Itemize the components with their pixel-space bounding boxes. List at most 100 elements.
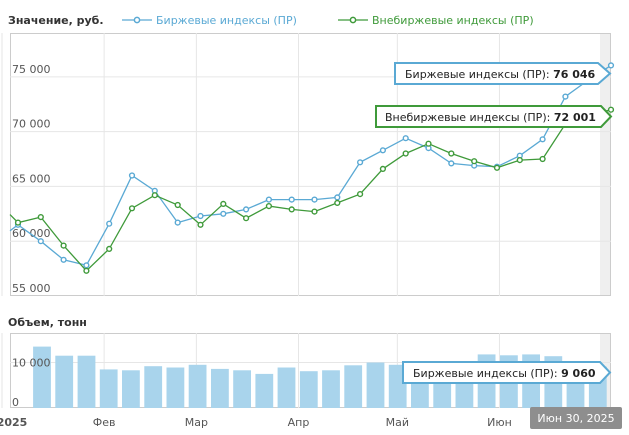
volume-bar [77, 355, 96, 408]
volume-y-tick-label: 10 000 [12, 357, 51, 370]
exchange-series-point [562, 93, 569, 100]
legend-exchange[interactable]: Биржевые индексы (ПР) [122, 14, 297, 27]
exchange-series-point [265, 196, 273, 203]
otc-series-point [402, 150, 409, 157]
volume-bar [33, 346, 51, 408]
volume-bar [255, 373, 274, 408]
exchange-series-point [448, 160, 455, 167]
tooltip-volume-value: 9 060 [561, 367, 596, 380]
tooltip-volume: Биржевые индексы (ПР): 9 060 [402, 361, 612, 384]
date-badge: Июн 30, 2025 [530, 407, 622, 429]
exchange-series-point [311, 196, 318, 203]
date-badge-box [530, 407, 622, 429]
otc-series-point [197, 221, 204, 228]
otc-series-point [14, 219, 22, 226]
tooltip-otc-label: Внебиржевые индексы (ПР): [385, 111, 554, 124]
exchange-series-point [288, 196, 295, 203]
otc-series-point [243, 215, 250, 222]
x-tick-label: Апр [288, 416, 310, 429]
exchange-series-point [334, 194, 341, 201]
volume-bar [211, 368, 229, 408]
price-y-tick-label: 75 000 [12, 63, 51, 76]
otc-series-point [174, 201, 181, 209]
tooltip-exchange-text: Биржевые индексы (ПР): 76 046 [405, 68, 596, 81]
otc-series-point [334, 199, 341, 207]
otc-series-point [311, 208, 318, 215]
exchange-series-point [379, 147, 387, 154]
x-tick-label: Июн [487, 416, 512, 429]
volume-bar [322, 370, 340, 408]
otc-series-point [607, 106, 615, 113]
x-tick-label: Мар [185, 416, 208, 429]
date-badge-text: Июн 30, 2025 [537, 412, 614, 425]
otc-series-point [220, 200, 227, 208]
tooltip-otc-box [375, 105, 613, 128]
volume-bar [144, 366, 163, 408]
price-panel-frame [10, 33, 611, 296]
x-tick-label: 2025 [0, 416, 27, 429]
tooltip-exchange: Биржевые индексы (ПР): 76 046 [394, 62, 612, 85]
legend-otc[interactable]: Внебиржевые индексы (ПР) [338, 14, 534, 27]
legend-otc-label: Внебиржевые индексы (ПР) [372, 14, 534, 27]
otc-series-point [471, 158, 478, 165]
volume-bar [277, 367, 296, 408]
otc-series-point [151, 192, 158, 199]
tooltip-exchange-label: Биржевые индексы (ПР): [405, 68, 553, 81]
x-tick-label: Фев [93, 416, 116, 429]
exchange-series-line [9, 64, 612, 267]
volume-bar [122, 370, 140, 408]
tooltip-otc-text: Внебиржевые индексы (ПР): 72 001 [385, 111, 596, 124]
otc-series-point [83, 267, 90, 274]
tooltip-volume-text: Биржевые индексы (ПР): 9 060 [413, 367, 596, 380]
tooltip-exchange-value: 76 046 [553, 68, 595, 81]
value-axis-title: Значение, руб. [8, 14, 104, 27]
volume-bar [344, 365, 363, 408]
x-tick-label: Май [386, 416, 409, 429]
tooltip-volume-box [402, 361, 612, 384]
exchange-series-point [607, 62, 615, 69]
volume-bar [55, 355, 74, 408]
otc-series-point [37, 214, 44, 221]
otc-series-point [106, 245, 113, 253]
exchange-series-point [402, 135, 409, 142]
exchange-series-point [60, 256, 67, 263]
exchange-series-point [220, 210, 227, 217]
price-panel-highlight [600, 33, 611, 296]
exchange-series-point [197, 212, 204, 220]
exchange-series-point [174, 219, 181, 226]
volume-axis-title: Объем, тонн [8, 316, 87, 329]
tooltip-volume-label: Биржевые индексы (ПР): [413, 367, 561, 380]
price-y-tick-label: 65 000 [12, 172, 51, 185]
volume-y-tick-label: 0 [12, 396, 19, 409]
exchange-series-point [128, 172, 136, 179]
volume-bar [188, 364, 207, 408]
tooltip-otc-value: 72 001 [554, 111, 596, 124]
otc-series-point [516, 157, 523, 164]
volume-bar [166, 367, 185, 408]
otc-series-point [288, 206, 295, 213]
exchange-series-point [243, 206, 250, 213]
exchange-series-point [106, 220, 113, 227]
volume-bar [299, 371, 318, 408]
volume-bar [366, 362, 385, 408]
otc-series-point [60, 242, 67, 249]
legend-otc-marker [349, 16, 357, 24]
price-y-tick-label: 55 000 [12, 282, 51, 295]
exchange-series-point [539, 136, 546, 143]
volume-bar [99, 369, 118, 408]
tooltip-exchange-box [394, 62, 612, 85]
series-otc [9, 106, 615, 274]
otc-series-line [9, 109, 612, 272]
otc-series-point [379, 165, 387, 173]
exchange-series-point [83, 262, 90, 269]
otc-series-point [357, 191, 364, 198]
otc-series-point [128, 205, 136, 212]
exchange-series-point [357, 159, 364, 166]
otc-series-point [425, 140, 432, 147]
otc-series-point [265, 203, 273, 210]
legend-exchange-label: Биржевые индексы (ПР) [156, 14, 297, 27]
tooltip-otc: Внебиржевые индексы (ПР): 72 001 [375, 105, 613, 128]
series-exchange [9, 62, 615, 269]
volume-bar [233, 370, 251, 408]
